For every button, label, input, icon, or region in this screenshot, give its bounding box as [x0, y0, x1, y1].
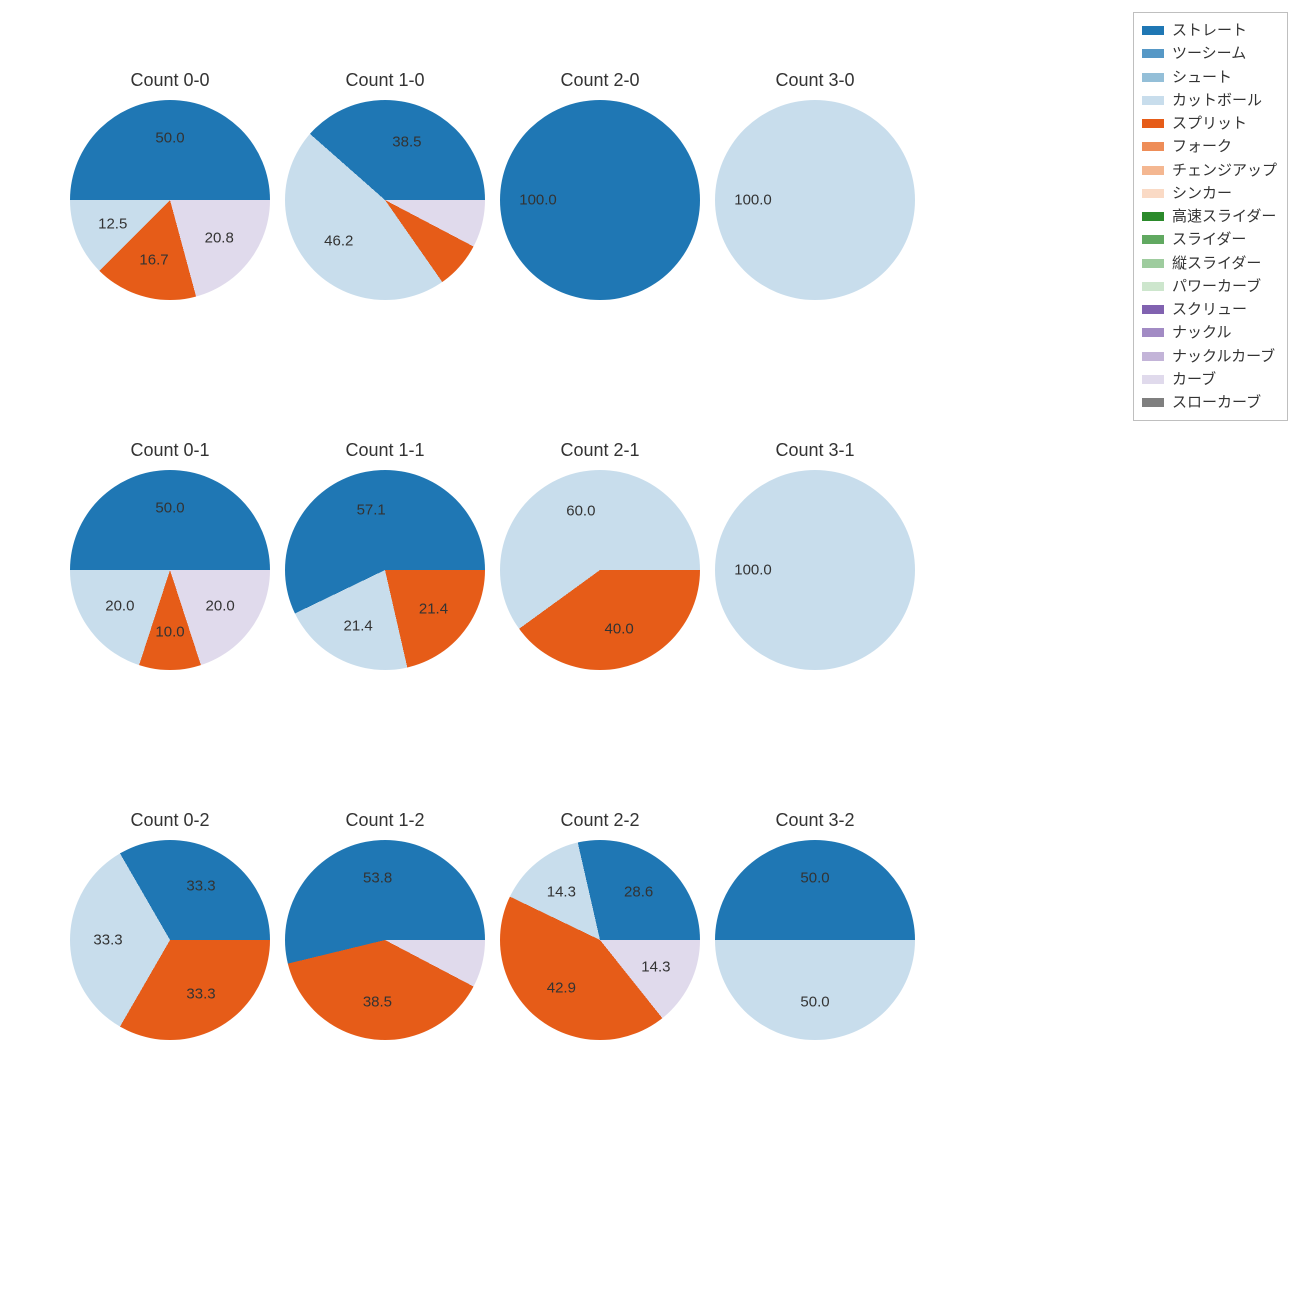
legend-item: スクリュー: [1142, 298, 1277, 321]
legend-item: チェンジアップ: [1142, 159, 1277, 182]
pie-chart: [500, 840, 700, 1040]
pie-slice-label: 33.3: [186, 878, 215, 895]
pie-slice-label: 28.6: [624, 883, 653, 900]
legend-label: パワーカーブ: [1172, 275, 1261, 298]
legend-swatch: [1142, 142, 1164, 151]
legend-label: カーブ: [1172, 368, 1216, 391]
pie-slice-label: 50.0: [800, 994, 829, 1011]
pie-slice-label: 42.9: [547, 980, 576, 997]
legend-label: カットボール: [1172, 89, 1262, 112]
chart-title: Count 2-0: [500, 70, 700, 91]
chart-title: Count 1-0: [285, 70, 485, 91]
legend-label: スライダー: [1172, 228, 1246, 251]
pie-slice-label: 50.0: [155, 500, 184, 517]
legend-swatch: [1142, 328, 1164, 337]
pie-chart: [285, 100, 485, 300]
legend-label: シンカー: [1172, 182, 1232, 205]
chart-title: Count 3-1: [715, 440, 915, 461]
legend-label: スプリット: [1172, 112, 1247, 135]
legend-swatch: [1142, 259, 1164, 268]
pie-slice-label: 40.0: [605, 620, 634, 637]
pie-slice-label: 100.0: [519, 192, 557, 209]
chart-title: Count 3-0: [715, 70, 915, 91]
chart-title: Count 1-1: [285, 440, 485, 461]
pie-slice-label: 53.8: [363, 870, 392, 887]
chart-title: Count 1-2: [285, 810, 485, 831]
legend-swatch: [1142, 212, 1164, 221]
legend-item: スライダー: [1142, 228, 1277, 251]
legend-swatch: [1142, 282, 1164, 291]
pie-slice-label: 20.0: [105, 598, 134, 615]
legend-label: シュート: [1172, 66, 1232, 89]
pie-slice-label: 21.4: [419, 600, 448, 617]
legend-label: ナックル: [1172, 321, 1232, 344]
legend-swatch: [1142, 73, 1164, 82]
legend-swatch: [1142, 49, 1164, 58]
chart-title: Count 2-1: [500, 440, 700, 461]
legend-item: パワーカーブ: [1142, 275, 1277, 298]
legend-swatch: [1142, 166, 1164, 175]
legend-item: シンカー: [1142, 182, 1277, 205]
legend-swatch: [1142, 235, 1164, 244]
legend-item: カーブ: [1142, 368, 1277, 391]
legend-label: ツーシーム: [1172, 42, 1246, 65]
legend-swatch: [1142, 96, 1164, 105]
chart-title: Count 0-1: [70, 440, 270, 461]
legend-swatch: [1142, 305, 1164, 314]
legend-item: 高速スライダー: [1142, 205, 1277, 228]
chart-title: Count 2-2: [500, 810, 700, 831]
pie-slice-label: 38.5: [363, 993, 392, 1010]
chart-title: Count 0-2: [70, 810, 270, 831]
pie-slice-label: 33.3: [93, 932, 122, 949]
chart-title: Count 3-2: [715, 810, 915, 831]
pie-slice-label: 60.0: [566, 503, 595, 520]
pie-slice-label: 10.0: [155, 624, 184, 641]
pie-slice-label: 100.0: [734, 192, 772, 209]
legend-item: シュート: [1142, 66, 1277, 89]
legend-item: フォーク: [1142, 135, 1277, 158]
legend-label: フォーク: [1172, 135, 1232, 158]
legend-item: ストレート: [1142, 19, 1277, 42]
legend-item: ツーシーム: [1142, 42, 1277, 65]
pie-slice-label: 16.7: [139, 251, 168, 268]
legend-swatch: [1142, 375, 1164, 384]
legend-item: ナックルカーブ: [1142, 345, 1277, 368]
pie-chart: [285, 470, 485, 670]
legend-item: スローカーブ: [1142, 391, 1277, 414]
legend-label: スクリュー: [1172, 298, 1247, 321]
legend-label: 縦スライダー: [1172, 252, 1261, 275]
pie-slice-label: 46.2: [324, 233, 353, 250]
pie-slice-label: 14.3: [547, 883, 576, 900]
legend-swatch: [1142, 119, 1164, 128]
legend-label: スローカーブ: [1172, 391, 1261, 414]
pie-slice-label: 33.3: [186, 985, 215, 1002]
pitch-type-legend: ストレートツーシームシュートカットボールスプリットフォークチェンジアップシンカー…: [1133, 12, 1288, 421]
legend-swatch: [1142, 352, 1164, 361]
pie-slice-label: 57.1: [357, 501, 386, 518]
pie-slice-label: 20.8: [205, 229, 234, 246]
legend-item: ナックル: [1142, 321, 1277, 344]
legend-swatch: [1142, 26, 1164, 35]
pie-slice-label: 50.0: [155, 130, 184, 147]
pie-chart: [500, 470, 700, 670]
pie-slice-label: 12.5: [98, 215, 127, 232]
chart-title: Count 0-0: [70, 70, 270, 91]
pie-slice-label: 14.3: [641, 958, 670, 975]
legend-swatch: [1142, 398, 1164, 407]
legend-item: カットボール: [1142, 89, 1277, 112]
legend-label: ストレート: [1172, 19, 1247, 42]
legend-item: スプリット: [1142, 112, 1277, 135]
legend-swatch: [1142, 189, 1164, 198]
legend-label: ナックルカーブ: [1172, 345, 1275, 368]
pie-slice-label: 50.0: [800, 870, 829, 887]
legend-label: 高速スライダー: [1172, 205, 1276, 228]
legend-item: 縦スライダー: [1142, 252, 1277, 275]
chart-canvas: ストレートツーシームシュートカットボールスプリットフォークチェンジアップシンカー…: [0, 0, 1300, 1300]
legend-label: チェンジアップ: [1172, 159, 1277, 182]
pie-slice-label: 21.4: [344, 617, 373, 634]
pie-slice-label: 38.5: [392, 134, 421, 151]
pie-slice-label: 20.0: [206, 598, 235, 615]
pie-slice-label: 100.0: [734, 562, 772, 579]
